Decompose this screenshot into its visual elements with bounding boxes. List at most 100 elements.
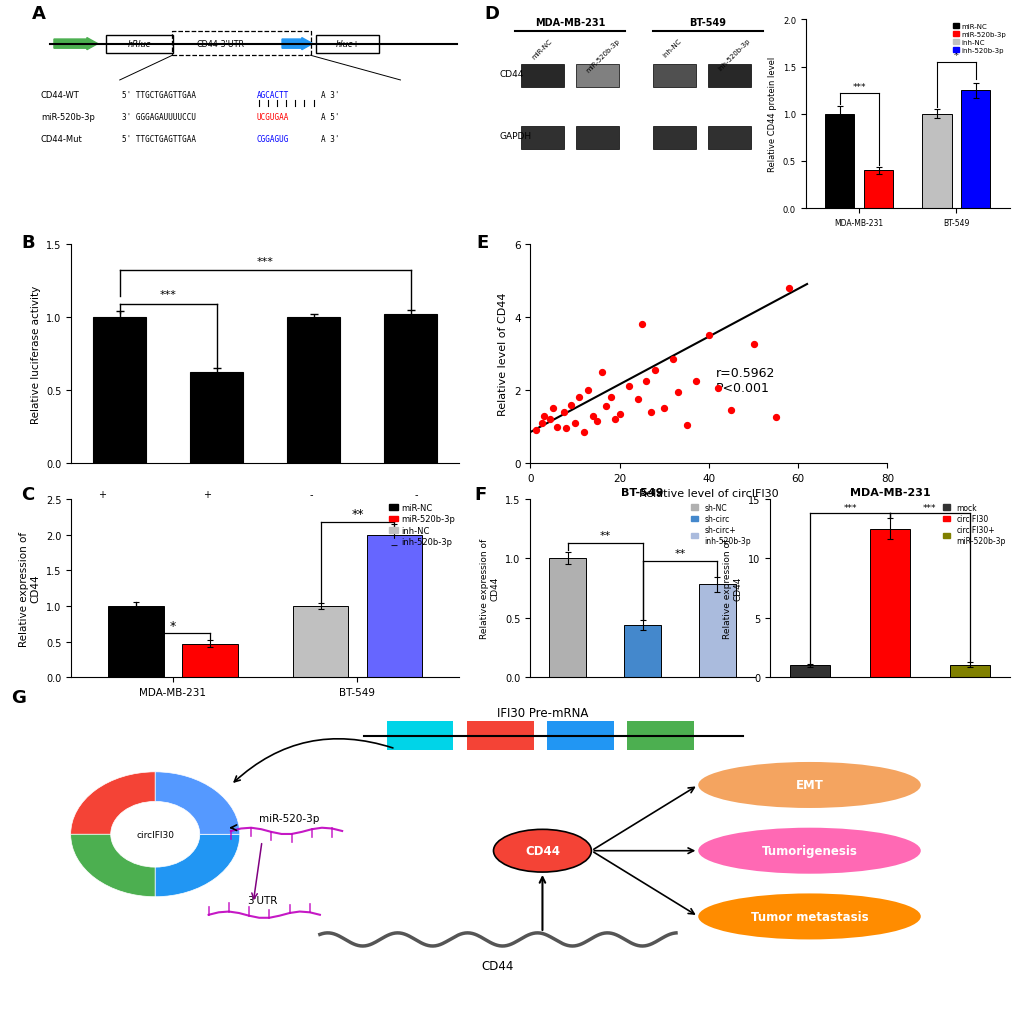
- Text: +: +: [412, 533, 420, 543]
- Text: E: E: [477, 233, 489, 252]
- Text: CD44: CD44: [499, 70, 524, 79]
- Point: [593, 364, 609, 380]
- Y-axis label: Relative expression of
CD44: Relative expression of CD44: [480, 538, 499, 639]
- Bar: [108, 606, 163, 678]
- Point: [571, 389, 587, 406]
- Text: G: G: [11, 689, 25, 706]
- Ellipse shape: [698, 762, 920, 808]
- X-axis label: Relative level of circIFI30: Relative level of circIFI30: [639, 489, 777, 499]
- Text: Tumor metastasis: Tumor metastasis: [750, 910, 867, 923]
- Text: D: D: [484, 5, 499, 22]
- Text: miR-520b-3p: miR-520b-3p: [585, 38, 621, 73]
- Text: miR-520b-3p: miR-520b-3p: [41, 113, 95, 121]
- FancyBboxPatch shape: [106, 36, 173, 54]
- Bar: [921, 114, 951, 209]
- Wedge shape: [70, 772, 155, 835]
- Text: 5' TTGCTGAGTTGAA: 5' TTGCTGAGTTGAA: [122, 135, 196, 144]
- Bar: [190, 373, 244, 464]
- Bar: [624, 626, 660, 678]
- FancyBboxPatch shape: [546, 721, 613, 751]
- Text: -: -: [205, 555, 209, 566]
- FancyBboxPatch shape: [576, 126, 619, 150]
- Text: -: -: [310, 533, 313, 543]
- Bar: [182, 644, 237, 678]
- Text: miR-NC: miR-NC: [530, 38, 552, 60]
- Point: [687, 373, 703, 389]
- Text: EMT: EMT: [795, 779, 822, 792]
- Point: [602, 389, 619, 406]
- Text: A 3': A 3': [320, 91, 338, 100]
- Bar: [698, 585, 736, 678]
- Point: [548, 419, 565, 435]
- Text: -: -: [101, 512, 104, 522]
- Point: [527, 423, 543, 439]
- Bar: [863, 171, 893, 209]
- FancyBboxPatch shape: [521, 126, 564, 150]
- Point: [597, 398, 613, 415]
- Point: [575, 425, 591, 441]
- FancyBboxPatch shape: [316, 36, 379, 54]
- FancyBboxPatch shape: [386, 721, 453, 751]
- Text: *: *: [953, 51, 958, 61]
- Y-axis label: Relative CD44 protein level: Relative CD44 protein level: [767, 57, 776, 172]
- Title: MDA-MB-231: MDA-MB-231: [849, 487, 929, 497]
- Point: [561, 397, 578, 414]
- Point: [781, 280, 797, 297]
- FancyBboxPatch shape: [652, 126, 695, 150]
- Text: +: +: [203, 489, 211, 499]
- Point: [533, 416, 549, 432]
- Point: [633, 317, 649, 333]
- Point: [647, 363, 663, 379]
- Legend: mock, circIFI30, circIFI30+
miR-520b-3p: mock, circIFI30, circIFI30+ miR-520b-3p: [942, 503, 1005, 545]
- Point: [722, 403, 739, 419]
- Point: [606, 412, 623, 428]
- FancyBboxPatch shape: [707, 65, 750, 88]
- Bar: [367, 535, 422, 678]
- Wedge shape: [155, 835, 239, 897]
- Text: miR-520-3p: miR-520-3p: [258, 813, 319, 823]
- FancyBboxPatch shape: [652, 65, 695, 88]
- Point: [542, 412, 558, 428]
- FancyArrow shape: [54, 39, 98, 51]
- Text: circIFI30: circIFI30: [137, 829, 174, 839]
- Text: 3' GGGAGAUUUUCCU: 3' GGGAGAUUUUCCU: [122, 113, 196, 121]
- Text: ***: ***: [843, 503, 856, 513]
- Text: BT-549: BT-549: [689, 18, 726, 29]
- Point: [611, 407, 628, 423]
- Legend: miR-NC, miR-520b-3p, inh-NC, inh-520b-3p: miR-NC, miR-520b-3p, inh-NC, inh-520b-3p: [952, 23, 1006, 54]
- Text: CD44-WT: CD44-WT: [41, 91, 79, 100]
- Text: **: **: [599, 531, 610, 541]
- Bar: [286, 318, 340, 464]
- FancyBboxPatch shape: [707, 126, 750, 150]
- Point: [700, 328, 716, 344]
- Bar: [172, 32, 310, 56]
- Ellipse shape: [493, 829, 591, 872]
- Text: **: **: [674, 549, 685, 558]
- Bar: [548, 558, 586, 678]
- Text: -: -: [310, 489, 313, 499]
- Text: -: -: [414, 555, 418, 566]
- Bar: [960, 91, 989, 209]
- Y-axis label: Relative luciferase activity: Relative luciferase activity: [31, 285, 41, 423]
- Text: IFI30 Pre-mRNA: IFI30 Pre-mRNA: [496, 706, 588, 719]
- Text: UCGUGAA: UCGUGAA: [257, 113, 288, 121]
- Text: F: F: [474, 485, 486, 503]
- Text: A 5': A 5': [320, 113, 338, 121]
- Text: ***: ***: [852, 83, 865, 92]
- Text: A 3': A 3': [320, 135, 338, 144]
- FancyBboxPatch shape: [627, 721, 693, 751]
- Text: inh-520b-3p: inh-520b-3p: [716, 38, 751, 72]
- Bar: [383, 315, 437, 464]
- Text: hRluc: hRluc: [127, 40, 151, 49]
- Text: B: B: [21, 233, 35, 252]
- Text: ***: ***: [160, 290, 176, 300]
- Wedge shape: [70, 835, 155, 897]
- Text: CD44: CD44: [481, 959, 514, 972]
- Point: [557, 421, 574, 437]
- Point: [580, 382, 596, 398]
- Y-axis label: Relative expression of
CD44: Relative expression of CD44: [722, 538, 742, 639]
- Point: [620, 379, 636, 395]
- Text: -: -: [101, 533, 104, 543]
- Text: +: +: [308, 555, 316, 566]
- Point: [668, 384, 685, 400]
